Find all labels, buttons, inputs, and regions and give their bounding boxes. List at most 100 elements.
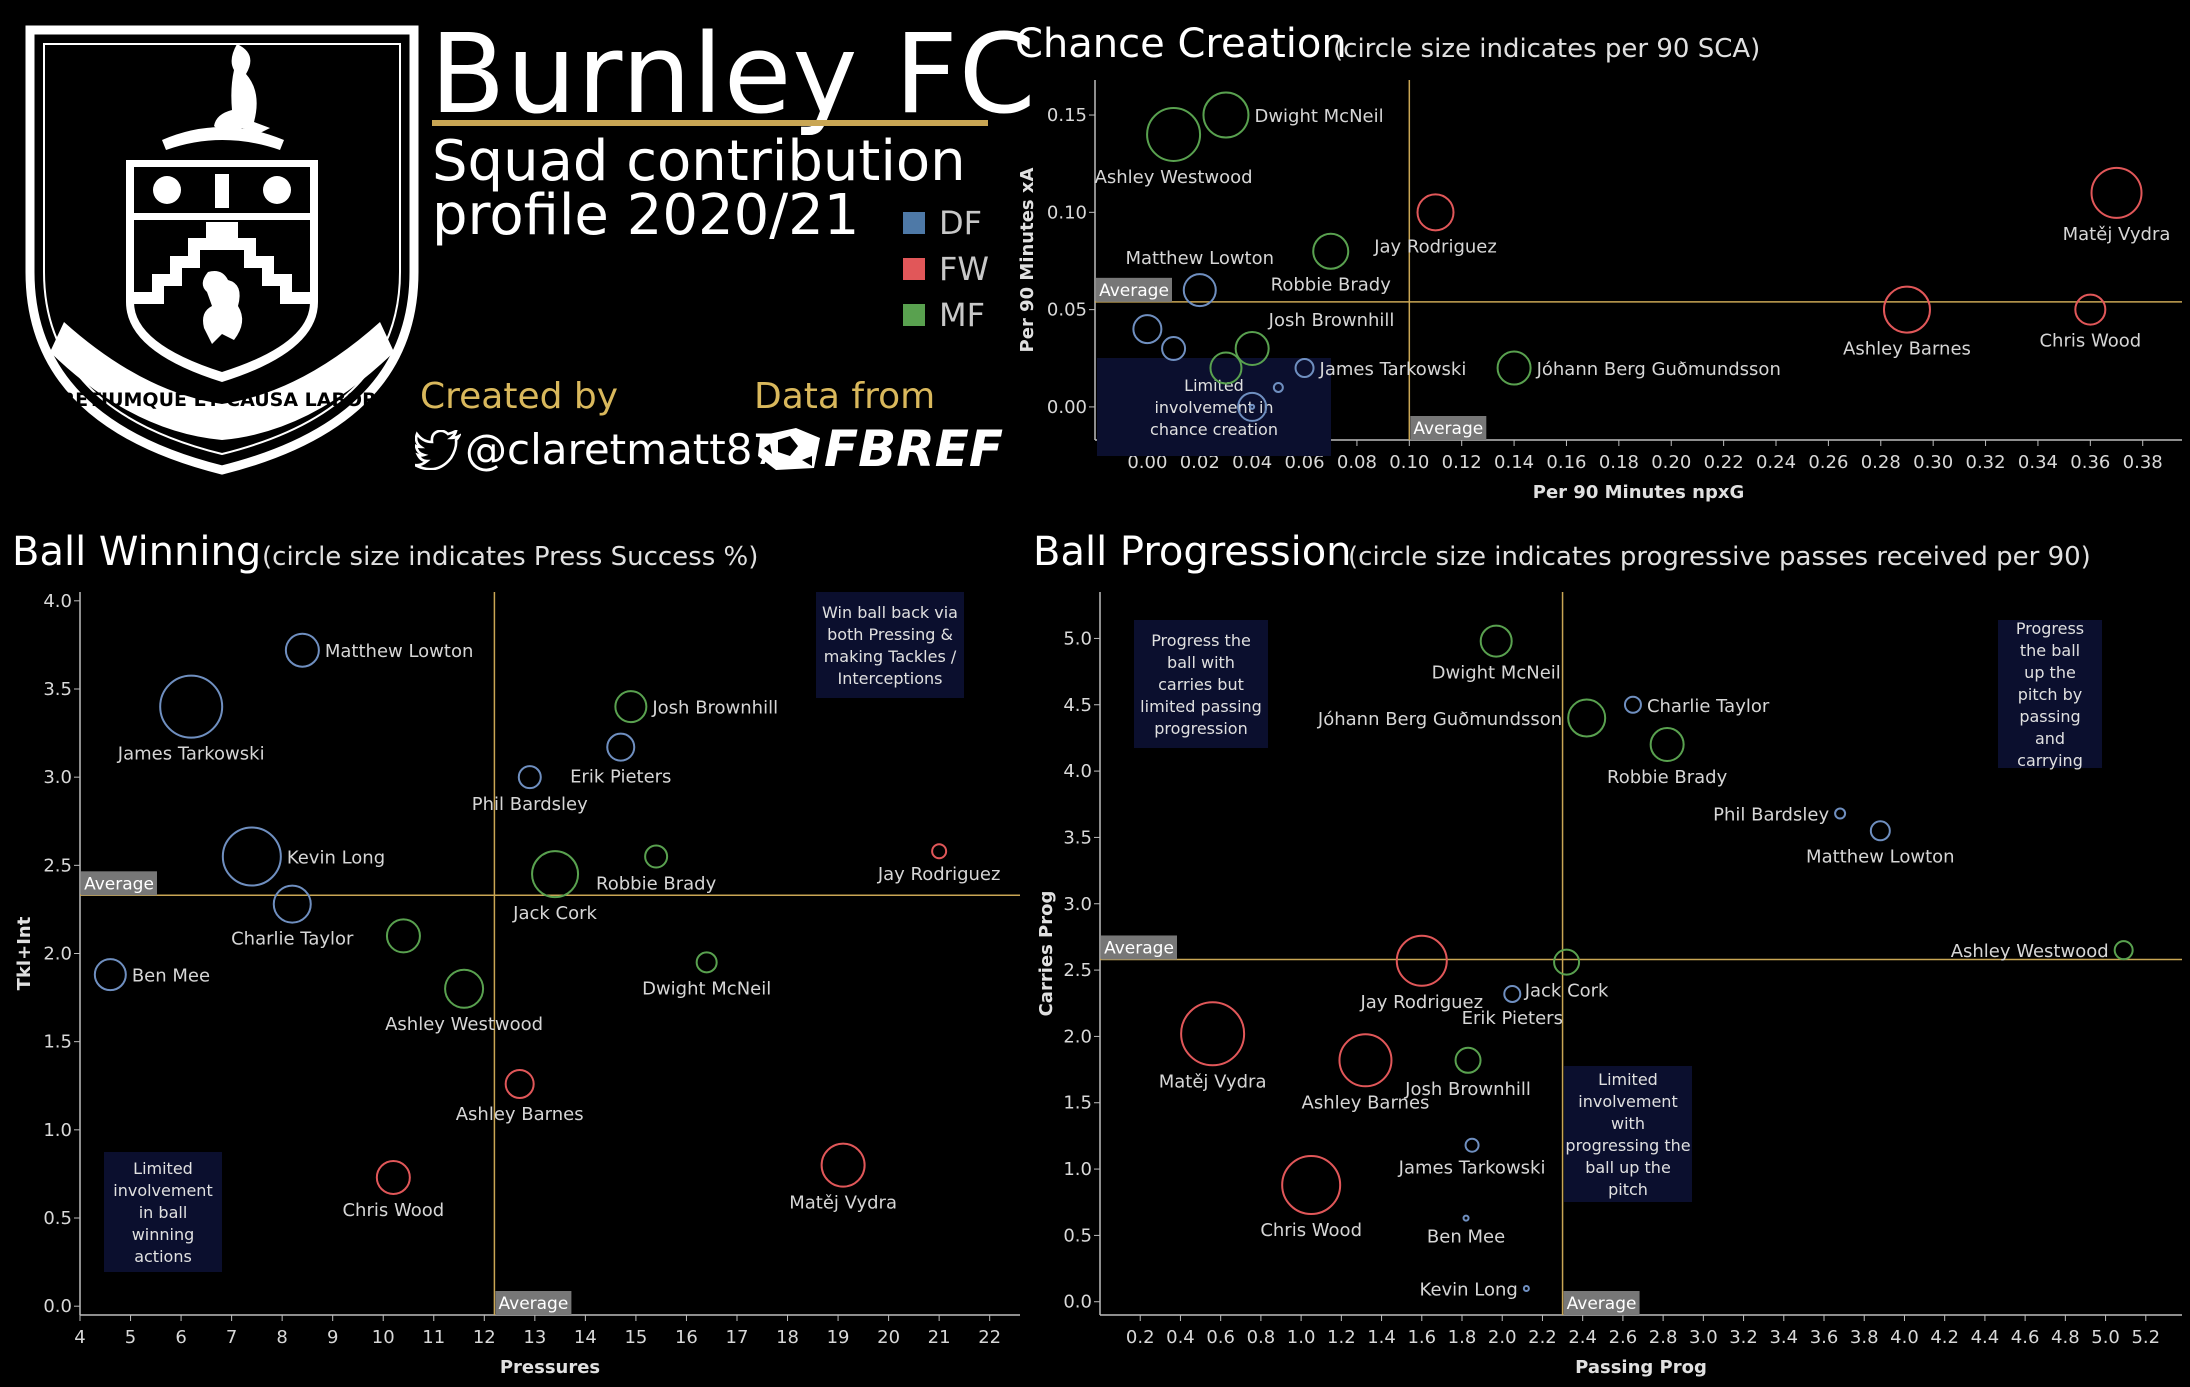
- x-tick-label: 2.8: [1649, 1327, 1678, 1348]
- chart-subtitle: (circle size indicates Press Success %): [262, 542, 758, 572]
- x-tick-label: 3.0: [1689, 1327, 1718, 1348]
- point-ashley-westwood: [1146, 106, 1202, 162]
- x-tick-label: 0.2: [1126, 1327, 1155, 1348]
- point-james-tarkowski: [159, 674, 224, 739]
- y-tick-label: 2.0: [43, 944, 72, 965]
- point-label: Robbie Brady: [596, 874, 717, 895]
- y-tick-label: 4.0: [1063, 761, 1092, 782]
- x-tick-label: 0.14: [1494, 452, 1534, 473]
- x-tick-label: 2.0: [1488, 1327, 1517, 1348]
- point-ben-mee: [93, 958, 127, 992]
- note-text: up the: [2024, 663, 2076, 682]
- x-tick-label: 4.2: [1930, 1327, 1959, 1348]
- average-x-label-box: [495, 1291, 572, 1315]
- point-james-tarkowski: [1294, 358, 1315, 378]
- point-jack-cork: [1553, 948, 1581, 976]
- y-tick-label: 0.5: [43, 1208, 72, 1229]
- y-tick-label: 2.5: [1063, 960, 1092, 981]
- point-label: Jack Cork: [512, 903, 597, 924]
- point-matthew-lowton: [284, 632, 320, 668]
- x-tick-label: 13: [523, 1327, 546, 1348]
- x-tick-label: 0.10: [1389, 452, 1429, 473]
- point-robbie-brady: [1649, 727, 1685, 763]
- point-charlie-taylor: [272, 884, 312, 924]
- point-jack-cork: [531, 850, 580, 899]
- x-tick-label: 4: [74, 1327, 85, 1348]
- average-x-label: Average: [499, 1294, 569, 1314]
- point-chris-wood: [2074, 293, 2107, 326]
- point-label: Ashley Westwood: [1951, 941, 2109, 962]
- x-tick-label: 0.12: [1442, 452, 1482, 473]
- note-text: Interceptions: [838, 669, 943, 688]
- y-tick-label: 1.5: [1063, 1093, 1092, 1114]
- x-tick-label: 0.38: [2123, 452, 2163, 473]
- point-unlabelled: [1272, 381, 1284, 393]
- chart-title: Ball Winning: [12, 529, 261, 575]
- note-box: [1097, 358, 1331, 456]
- note-text: involvement: [113, 1181, 212, 1200]
- point-label: Ashley Westwood: [385, 1014, 543, 1035]
- x-tick-label: 7: [226, 1327, 237, 1348]
- point-label: Jay Rodriguez: [877, 864, 1001, 885]
- point-jay-rodriguez: [1416, 193, 1455, 232]
- point-robbie-brady: [1312, 232, 1350, 270]
- point-label: Jóhann Berg Guðmundsson: [1536, 359, 1781, 380]
- legend-swatch-mf: [903, 304, 925, 326]
- x-tick-label: 1.2: [1327, 1327, 1356, 1348]
- point-label: Matěj Vydra: [789, 1193, 897, 1214]
- average-x-label: Average: [1567, 1294, 1637, 1314]
- point-label: Dwight McNeil: [1432, 663, 1561, 684]
- point-matthew-lowton: [1869, 820, 1891, 842]
- data-source-name: FBREF: [824, 420, 1004, 478]
- note-text: passing: [2019, 707, 2080, 726]
- note-text: making Tackles /: [824, 647, 957, 666]
- note-text: pitch: [1608, 1180, 1648, 1199]
- point-label: Ashley Westwood: [1095, 167, 1253, 188]
- legend-label-df: DF: [939, 204, 983, 242]
- x-tick-label: 10: [372, 1327, 395, 1348]
- y-tick-label: 0.10: [1047, 202, 1087, 223]
- data-from-label: Data from: [754, 376, 936, 417]
- legend-item-fw: FW: [903, 246, 989, 292]
- legend-item-df: DF: [903, 200, 989, 246]
- note-text: and: [2035, 729, 2065, 748]
- note-text: actions: [134, 1247, 192, 1266]
- chart-title: Chance Creation: [1015, 21, 1347, 67]
- x-tick-label: 0.02: [1180, 452, 1220, 473]
- note-text: Progress the: [1151, 631, 1251, 650]
- point-josh-brownhill: [614, 690, 648, 724]
- point-label: Erik Pieters: [570, 767, 671, 788]
- point-matej-vydra: [2090, 166, 2143, 219]
- point-label: Ashley Barnes: [1302, 1092, 1430, 1113]
- note-text: limited passing: [1140, 697, 1262, 716]
- point-label: Chris Wood: [342, 1200, 444, 1221]
- x-tick-label: 0.18: [1599, 452, 1639, 473]
- chart-2: Ball Progression(circle size indicates p…: [1033, 529, 2182, 1378]
- point-dwight-mcneil: [1202, 91, 1250, 139]
- x-axis-label: Per 90 Minutes npxG: [1533, 482, 1744, 503]
- title-underline: [432, 120, 988, 126]
- point-johann-berg-gumundsson: [1567, 698, 1607, 738]
- point-ben-mee: [1462, 1214, 1470, 1222]
- x-tick-label: 3.2: [1729, 1327, 1758, 1348]
- x-tick-label: 3.8: [1850, 1327, 1879, 1348]
- y-axis-label: Per 90 Minutes xA: [1017, 167, 1038, 352]
- x-tick-label: 18: [776, 1327, 799, 1348]
- x-tick-label: 1.6: [1407, 1327, 1436, 1348]
- note-text: progression: [1154, 719, 1247, 738]
- point-chris-wood: [1281, 1154, 1342, 1215]
- point-ashley-barnes: [1338, 1033, 1393, 1088]
- x-tick-label: 0.00: [1127, 452, 1167, 473]
- x-tick-label: 0.32: [1966, 452, 2006, 473]
- point-label: James Tarkowski: [117, 744, 265, 765]
- point-kevin-long: [1522, 1284, 1530, 1292]
- x-tick-label: 11: [422, 1327, 445, 1348]
- x-tick-label: 0.36: [2070, 452, 2110, 473]
- average-y-label-box: [1101, 935, 1177, 960]
- point-dwight-mcneil: [1479, 624, 1513, 658]
- y-tick-label: 2.0: [1063, 1026, 1092, 1047]
- created-by-handle: @claretmatt87: [415, 425, 779, 474]
- x-tick-label: 21: [928, 1327, 951, 1348]
- point-jay-rodriguez: [1395, 934, 1448, 987]
- y-tick-label: 4.5: [1063, 695, 1092, 716]
